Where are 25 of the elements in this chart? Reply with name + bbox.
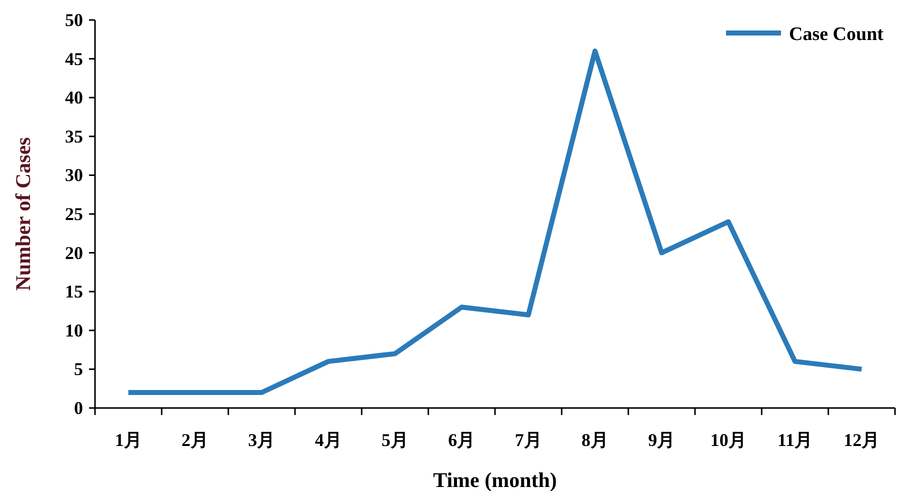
y-tick-label: 45 — [65, 48, 83, 69]
y-tick-label: 10 — [65, 320, 83, 340]
y-tick-label: 50 — [65, 10, 83, 30]
x-tick-label: 9月 — [648, 430, 676, 450]
x-tick-label: 12月 — [844, 430, 880, 450]
y-tick-label: 15 — [65, 282, 83, 302]
x-tick-label: 1月 — [114, 430, 142, 450]
x-tick-label: 3月 — [248, 430, 276, 450]
x-tick-label: 11月 — [777, 430, 813, 450]
x-tick-label: 6月 — [448, 430, 476, 450]
x-tick-label: 10月 — [710, 430, 746, 450]
x-tick-label: 4月 — [314, 430, 342, 450]
legend-label: Case Count — [789, 24, 884, 45]
y-tick-label: 35 — [65, 126, 83, 146]
y-tick-label: 0 — [74, 398, 83, 418]
x-tick-label: 7月 — [514, 430, 542, 450]
x-tick-label: 8月 — [582, 430, 608, 450]
x-tick-label: 2月 — [182, 430, 208, 450]
y-tick-label: 25 — [65, 204, 83, 224]
y-tick-label: 5 — [74, 359, 83, 380]
y-tick-label: 20 — [65, 242, 83, 263]
x-tick-label: 5月 — [382, 430, 408, 450]
y-axis-title: Number of Cases — [11, 137, 35, 291]
y-tick-label: 30 — [65, 165, 83, 186]
y-tick-label: 40 — [65, 88, 83, 108]
